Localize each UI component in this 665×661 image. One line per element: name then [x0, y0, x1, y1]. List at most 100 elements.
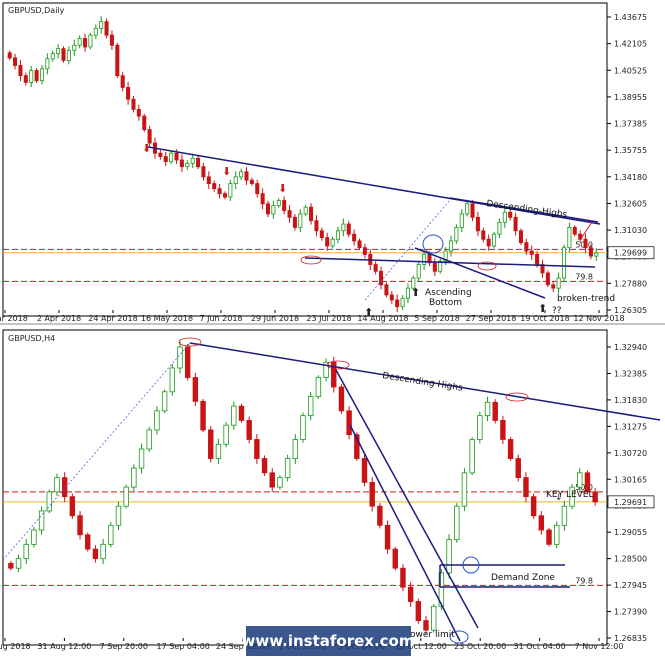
candle-body — [465, 203, 470, 215]
candle-body — [477, 415, 483, 440]
daily-up-arrow-3-icon: ⬆ — [538, 302, 547, 315]
candle-body — [45, 58, 50, 70]
y-tick-label: 1.27390 — [614, 608, 647, 617]
candle-body — [15, 558, 22, 569]
candle-body — [56, 48, 61, 55]
candle-body — [254, 439, 260, 459]
candle-body — [201, 166, 206, 178]
y-tick-label: 1.40525 — [614, 66, 647, 75]
candle-body — [54, 477, 60, 493]
candle-body — [154, 410, 160, 431]
candle-body — [475, 216, 480, 232]
candle-body — [518, 230, 523, 244]
candle-body — [535, 254, 540, 265]
x-tick-label: 17 Sep 04:00 — [156, 642, 209, 651]
candle-body — [179, 159, 184, 168]
candle-body — [384, 524, 391, 550]
candle-body — [554, 524, 560, 545]
h4-channel-lower — [349, 424, 461, 642]
daily-chart-title: GBPUSD,Daily — [8, 6, 65, 15]
candle-body — [469, 439, 475, 474]
candle-body — [196, 157, 201, 168]
candle-body — [400, 297, 405, 308]
candle-body — [572, 227, 577, 235]
candle-body — [142, 115, 147, 130]
x-tick-label: 7 Sep 20:00 — [100, 642, 148, 651]
candle-body — [276, 200, 281, 206]
candle-body — [190, 157, 195, 164]
y-tick-label: 1.26835 — [614, 634, 647, 643]
candle-body — [77, 38, 82, 46]
candle-body — [486, 238, 491, 247]
candle-body — [266, 203, 271, 215]
candle-body — [361, 458, 368, 483]
y-tick-label: 1.35755 — [614, 146, 647, 155]
candle-body — [282, 200, 287, 211]
candle-body — [23, 75, 28, 83]
y-tick-label: 1.29055 — [614, 528, 647, 537]
candle-body — [8, 563, 14, 569]
h4-channel-upper — [335, 369, 479, 629]
candle-body — [416, 264, 421, 279]
candle-body — [163, 156, 168, 163]
candle-body — [569, 486, 575, 507]
fib-level-label: 79.8 — [575, 576, 593, 585]
candle-body — [492, 401, 498, 421]
candle-body — [319, 230, 324, 238]
candle-body — [104, 21, 109, 36]
candle-body — [392, 548, 398, 569]
candle-body — [208, 429, 214, 459]
candle-body — [379, 270, 384, 286]
y-tick-label: 1.27945 — [614, 581, 647, 590]
daily-descending-highs-line — [449, 197, 599, 223]
candle-body — [335, 230, 340, 240]
candle-body — [561, 505, 568, 526]
candle-body — [146, 429, 152, 450]
x-tick-label: 23 Oct 20:00 — [454, 642, 506, 651]
candle-body — [7, 52, 12, 59]
y-tick-label: 1.31030 — [614, 226, 647, 235]
candle-body — [269, 472, 275, 488]
candle-body — [584, 472, 591, 493]
y-tick-label: 1.30165 — [614, 475, 647, 484]
candle-body — [292, 216, 297, 228]
candle-body — [123, 486, 129, 507]
h4-descending-highs-line — [189, 342, 661, 421]
candle-body — [300, 415, 306, 440]
candle-body — [583, 238, 588, 249]
candle-body — [161, 391, 168, 412]
candle-body — [192, 377, 199, 402]
candle-body — [174, 152, 179, 161]
candle-body — [231, 405, 237, 426]
candle-body — [217, 188, 222, 195]
candle-body — [72, 44, 77, 51]
candle-body — [223, 424, 229, 445]
candle-body — [215, 443, 222, 459]
candle-body — [88, 34, 93, 48]
current-price-box — [607, 495, 655, 509]
candle-body — [377, 505, 383, 526]
x-tick-label: 27 Sep 2018 — [466, 314, 517, 323]
daily-chart: 1.43675 1.42105 1.40525 1.38955 1.37385 1.357… — [0, 13, 655, 323]
candle-body — [260, 193, 265, 205]
candle-body — [277, 477, 283, 488]
candle-body — [287, 210, 292, 218]
candle-body — [222, 193, 227, 198]
candle-body — [330, 238, 335, 247]
candle-body — [481, 230, 486, 240]
candle-body — [138, 448, 145, 469]
daily-bottom-label: Bottom — [429, 298, 462, 308]
candle-body — [492, 233, 497, 247]
candle-body — [567, 227, 572, 249]
watermark-box — [246, 626, 411, 656]
y-tick-label: 1.30720 — [614, 449, 647, 458]
candle-body — [61, 477, 68, 498]
candle-body — [271, 205, 276, 215]
x-tick-label: 5 Sep 2018 — [414, 314, 460, 323]
h4-demand-zone-label: Demand Zone — [491, 573, 555, 583]
x-tick-label: 24 Sep 12:00 — [216, 642, 269, 651]
h4-chart-title: GBPUSD,H4 — [8, 334, 55, 343]
x-tick-label: 16 May 2018 — [141, 314, 193, 323]
candle-body — [502, 211, 507, 223]
candle-body — [508, 211, 513, 218]
